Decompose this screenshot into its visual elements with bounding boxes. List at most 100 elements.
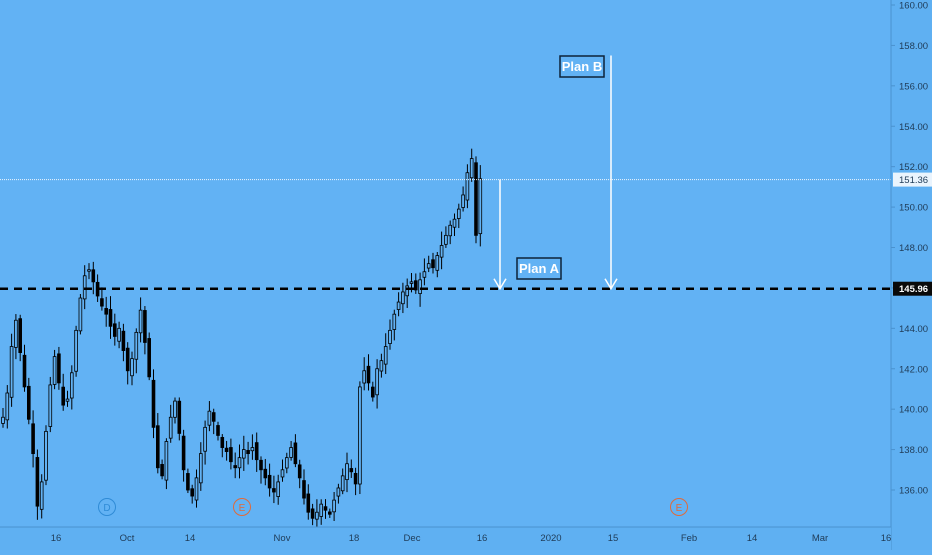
candle-body — [151, 379, 156, 428]
event-marker — [98, 498, 116, 516]
y-tick-label: 144.00 — [899, 324, 928, 335]
candle-body — [310, 508, 315, 519]
candle-body — [276, 481, 280, 497]
candle-body — [224, 447, 229, 453]
candle-body — [388, 329, 392, 344]
candle-body — [117, 327, 121, 342]
candle-body — [121, 330, 126, 351]
candle-body — [70, 372, 74, 399]
x-axis: 16 Oct 14 Nov 18 Dec 16 2020 15 Feb 14 Mar 16 — [51, 533, 892, 544]
candle-body — [65, 398, 70, 402]
candle-body — [203, 426, 207, 452]
candle-body — [336, 487, 341, 497]
x-tick-label: 2020 — [540, 533, 561, 544]
candle-body — [353, 472, 358, 485]
candle-body — [418, 279, 422, 294]
candle-body — [35, 457, 40, 507]
x-tick-label: Nov — [274, 533, 291, 544]
candle-body — [177, 400, 182, 434]
candle-body — [125, 347, 130, 372]
candle-body — [44, 430, 48, 481]
event-marker — [670, 498, 688, 516]
candle-body — [108, 309, 113, 327]
candle-body — [26, 385, 31, 420]
x-tick-label: Oct — [120, 533, 135, 544]
candle-body — [345, 463, 349, 481]
candle-body — [113, 323, 117, 337]
x-tick-label: Mar — [812, 533, 828, 544]
y-tick-label: 148.00 — [899, 243, 928, 254]
x-tick-label: 14 — [747, 533, 758, 544]
candle-body — [280, 469, 285, 478]
candle-body — [478, 178, 483, 235]
y-tick-label: 152.00 — [899, 162, 928, 173]
candle-body — [181, 435, 186, 471]
target-label-box — [559, 55, 605, 78]
candle-body — [272, 488, 276, 493]
candle-body — [220, 437, 225, 448]
y-tick-label: 156.00 — [899, 81, 928, 92]
candle-body — [31, 423, 35, 455]
y-tick-label: 150.00 — [899, 203, 928, 214]
candle-body — [216, 425, 220, 436]
candle-body — [358, 386, 362, 485]
candle-body — [306, 493, 311, 513]
candle-body — [233, 465, 238, 469]
candle-body — [229, 447, 233, 463]
candle-body — [327, 511, 332, 515]
candle-body — [164, 441, 169, 481]
y-tick-label: 142.00 — [899, 364, 928, 375]
candle-body — [267, 474, 272, 489]
candle-body — [461, 194, 465, 208]
overlays-layer: Plan A Plan B — [0, 55, 891, 291]
candle-body — [426, 263, 431, 269]
candle-body — [147, 338, 152, 378]
candle-body — [198, 453, 203, 484]
event-marker — [233, 498, 251, 516]
candle-body — [474, 162, 478, 236]
price-axis-panel — [891, 0, 932, 550]
candle-body — [284, 457, 289, 469]
support-price-badge — [893, 281, 932, 296]
time-axis-panel — [0, 527, 891, 550]
x-tick-label: Dec — [404, 533, 421, 544]
candle-body — [332, 499, 336, 513]
candle-body — [263, 468, 268, 479]
candle-body — [1, 416, 5, 424]
y-tick-label: 154.00 — [899, 122, 928, 133]
x-tick-label: Feb — [681, 533, 697, 544]
candle-body — [379, 360, 384, 372]
candle-body — [392, 313, 397, 330]
candle-body — [362, 370, 366, 384]
candle-body — [349, 468, 354, 473]
candle-body — [246, 450, 250, 455]
candle-body — [186, 473, 190, 491]
candle-body — [173, 400, 177, 418]
y-tick-label: 160.00 — [899, 1, 928, 12]
target-label: Plan B — [562, 59, 602, 74]
candle-body — [130, 358, 134, 377]
event-symbol: D — [103, 503, 110, 514]
candles-layer — [1, 148, 483, 529]
candle-body — [155, 425, 160, 469]
candle-body — [9, 346, 14, 398]
event-symbol: E — [676, 503, 683, 514]
candle-body — [383, 346, 388, 365]
candle-body — [143, 310, 147, 343]
candle-body — [413, 280, 418, 291]
candle-body — [250, 447, 255, 452]
candle-body — [82, 275, 87, 300]
candle-body — [409, 281, 414, 284]
candle-body — [366, 365, 371, 384]
target-arrow-head — [604, 278, 618, 291]
candle-body — [211, 412, 216, 422]
last-price-badge — [893, 172, 932, 187]
target-label: Plan A — [519, 261, 560, 276]
x-tick-label: 14 — [185, 533, 196, 544]
candle-body — [469, 158, 474, 179]
candle-body — [435, 255, 440, 271]
candle-body — [48, 384, 53, 427]
